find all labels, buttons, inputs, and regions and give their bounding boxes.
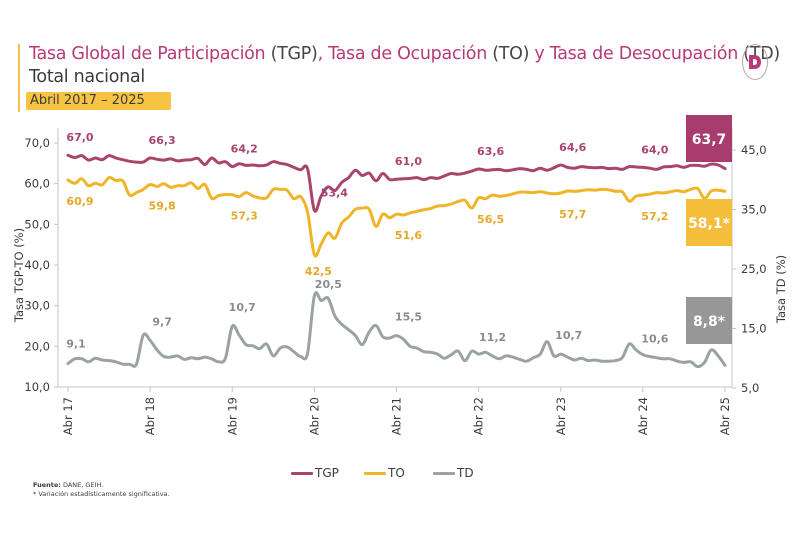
legend-item-tgp: TGP — [291, 466, 339, 480]
data-label-td: 9,1 — [66, 338, 86, 351]
data-label-tgp: 61,0 — [395, 155, 422, 168]
final-value-boxes: 63,7 58,1* 8,8* — [686, 115, 732, 344]
axes: 10,0 20,0 30,0 40,0 50,0 60,0 70,0 5,0 15,0 25,0 3… — [12, 128, 788, 435]
x-tick-label: Abr 17 — [61, 397, 75, 435]
series-lines — [66, 153, 727, 369]
logo-glyph — [749, 55, 761, 69]
left-tick-label: 60,0 — [24, 177, 50, 191]
data-label-to: 57,3 — [231, 210, 258, 223]
x-tick-label: Abr 22 — [472, 397, 486, 435]
right-axis-title: Tasa TD (%) — [774, 255, 788, 324]
data-label-td: 10,6 — [641, 333, 668, 346]
title-part: Tasa Global de Participación — [29, 44, 271, 64]
left-tick-label: 40,0 — [24, 258, 50, 272]
data-label-to: 57,2 — [641, 210, 668, 223]
series-line-to — [66, 175, 727, 258]
x-tick-label: Abr 25 — [718, 397, 732, 435]
legend-swatch-to — [364, 471, 386, 475]
data-label-to: 60,9 — [66, 195, 93, 208]
x-tick-label: Abr 23 — [554, 397, 568, 435]
data-label-to: 57,7 — [559, 208, 586, 221]
series-line-tgp — [66, 153, 727, 213]
right-tick-label: 15,0 — [741, 322, 767, 336]
source-label: Fuente: — [33, 481, 61, 489]
left-tick-label: 50,0 — [24, 217, 50, 231]
data-label-td: 10,7 — [229, 301, 256, 314]
data-label-to: 56,5 — [477, 213, 504, 226]
data-label-tgp: 64,2 — [231, 143, 258, 156]
data-label-tgp: 67,0 — [66, 131, 93, 144]
data-label-td: 10,7 — [555, 329, 582, 342]
legend-item-to: TO — [364, 466, 405, 480]
data-labels: 67,0 66,3 64,2 53,4 61,0 63,6 64,6 64,0 60,9 59,8… — [66, 131, 669, 350]
right-tick-label: 35,0 — [741, 203, 767, 217]
title-accent-bar — [18, 44, 20, 112]
legend-swatch-tgp — [291, 471, 313, 475]
legend-label-tgp: TGP — [315, 466, 339, 480]
data-label-tgp: 53,4 — [321, 187, 348, 200]
data-label-to: 51,6 — [395, 229, 422, 242]
series-line-td — [66, 291, 727, 369]
x-tick-label: Abr 18 — [143, 397, 157, 435]
final-value-label-td: 8,8* — [693, 314, 726, 330]
data-label-tgp: 63,6 — [477, 145, 504, 158]
period-badge: Abril 2017 – 2025 — [26, 92, 171, 110]
title-part: (TO) — [492, 44, 530, 64]
final-value-box-td — [686, 297, 732, 344]
right-tick-label: 25,0 — [741, 262, 767, 276]
x-tick-label: Abr 20 — [307, 397, 321, 435]
title-part: , Tasa de Ocupación — [317, 44, 493, 64]
left-tick-label: 70,0 — [24, 136, 50, 150]
data-label-td: 20,5 — [315, 278, 342, 291]
x-tick-label: Abr 21 — [390, 397, 404, 435]
x-tick-label: Abr 19 — [225, 397, 239, 435]
legend-item-td: TD — [433, 466, 474, 480]
final-value-box-to — [686, 199, 732, 246]
right-tick-label: 5,0 — [741, 381, 759, 395]
x-tick-label: Abr 24 — [636, 397, 650, 435]
final-value-box-tgp — [686, 115, 732, 162]
left-axis-title: Tasa TGP-TO (%) — [12, 228, 26, 323]
source-text: DANE, GEIH. — [60, 481, 104, 489]
data-label-to: 59,8 — [149, 199, 176, 212]
source-note: Fuente: DANE, GEIH. — [33, 481, 103, 489]
significance-note: * Variación estadísticamente significati… — [33, 490, 170, 498]
data-label-td: 15,5 — [395, 311, 422, 324]
data-label-tgp: 66,3 — [149, 134, 176, 147]
data-label-to: 42,5 — [305, 265, 332, 278]
data-label-tgp: 64,6 — [559, 141, 586, 154]
dane-d-logo-icon — [742, 44, 768, 80]
left-tick-label: 10,0 — [24, 380, 50, 394]
left-tick-label: 30,0 — [24, 299, 50, 313]
left-tick-label: 20,0 — [24, 339, 50, 353]
title-part: (TGP) — [270, 44, 318, 64]
final-value-label-to: 58,1* — [688, 216, 731, 232]
legend-label-to: TO — [388, 466, 405, 480]
legend-swatch-td — [433, 471, 455, 475]
right-tick-label: 45,0 — [741, 143, 767, 157]
title-part: y Tasa de Desocupación — [529, 44, 744, 64]
chart-title: Tasa Global de Participación (TGP), Tasa… — [29, 44, 780, 64]
data-label-tgp: 64,0 — [641, 143, 668, 156]
legend-label-td: TD — [457, 466, 474, 480]
final-value-label-tgp: 63,7 — [692, 132, 727, 148]
data-label-td: 11,2 — [479, 331, 506, 344]
chart-subtitle: Total nacional — [29, 67, 145, 87]
data-label-td: 9,7 — [152, 315, 172, 328]
